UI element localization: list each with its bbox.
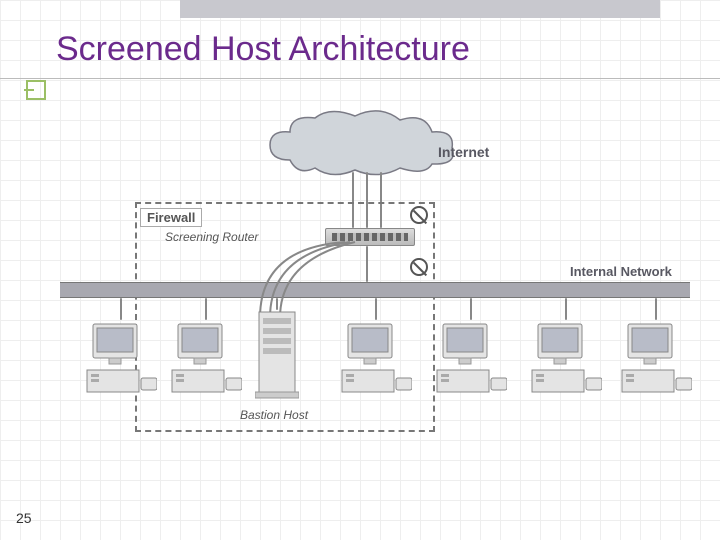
workstation-icon <box>340 320 412 398</box>
internal-network-label: Internal Network <box>570 264 672 279</box>
blocked-icon <box>410 206 428 224</box>
conn-bar-pc <box>375 298 377 320</box>
firewall-label: Firewall <box>140 208 202 227</box>
workstation-icon <box>435 320 507 398</box>
title-underline <box>0 78 720 79</box>
screening-router-label: Screening Router <box>165 230 258 244</box>
conn-bar-pc <box>470 298 472 320</box>
conn-bar-pc <box>655 298 657 320</box>
slide-top-bar <box>180 0 660 18</box>
internet-label: Internet <box>438 144 489 160</box>
title-accent-icon <box>24 78 48 102</box>
workstation-icon <box>85 320 157 398</box>
conn-bar-pc <box>205 298 207 320</box>
internet-cloud-icon <box>260 110 460 180</box>
conn-bar-pc <box>120 298 122 320</box>
network-diagram: Internet Firewall Screening Router Inter… <box>30 110 690 480</box>
workstation-icon <box>620 320 692 398</box>
blocked-icon <box>410 258 428 276</box>
slide-number: 25 <box>16 510 32 526</box>
bastion-host-icon <box>255 310 299 400</box>
conn-bar-pc <box>565 298 567 320</box>
workstation-icon <box>170 320 242 398</box>
slide-title: Screened Host Architecture <box>56 30 470 69</box>
conn-bar-bastion <box>276 298 278 310</box>
workstation-icon <box>530 320 602 398</box>
bastion-host-label: Bastion Host <box>240 408 308 422</box>
